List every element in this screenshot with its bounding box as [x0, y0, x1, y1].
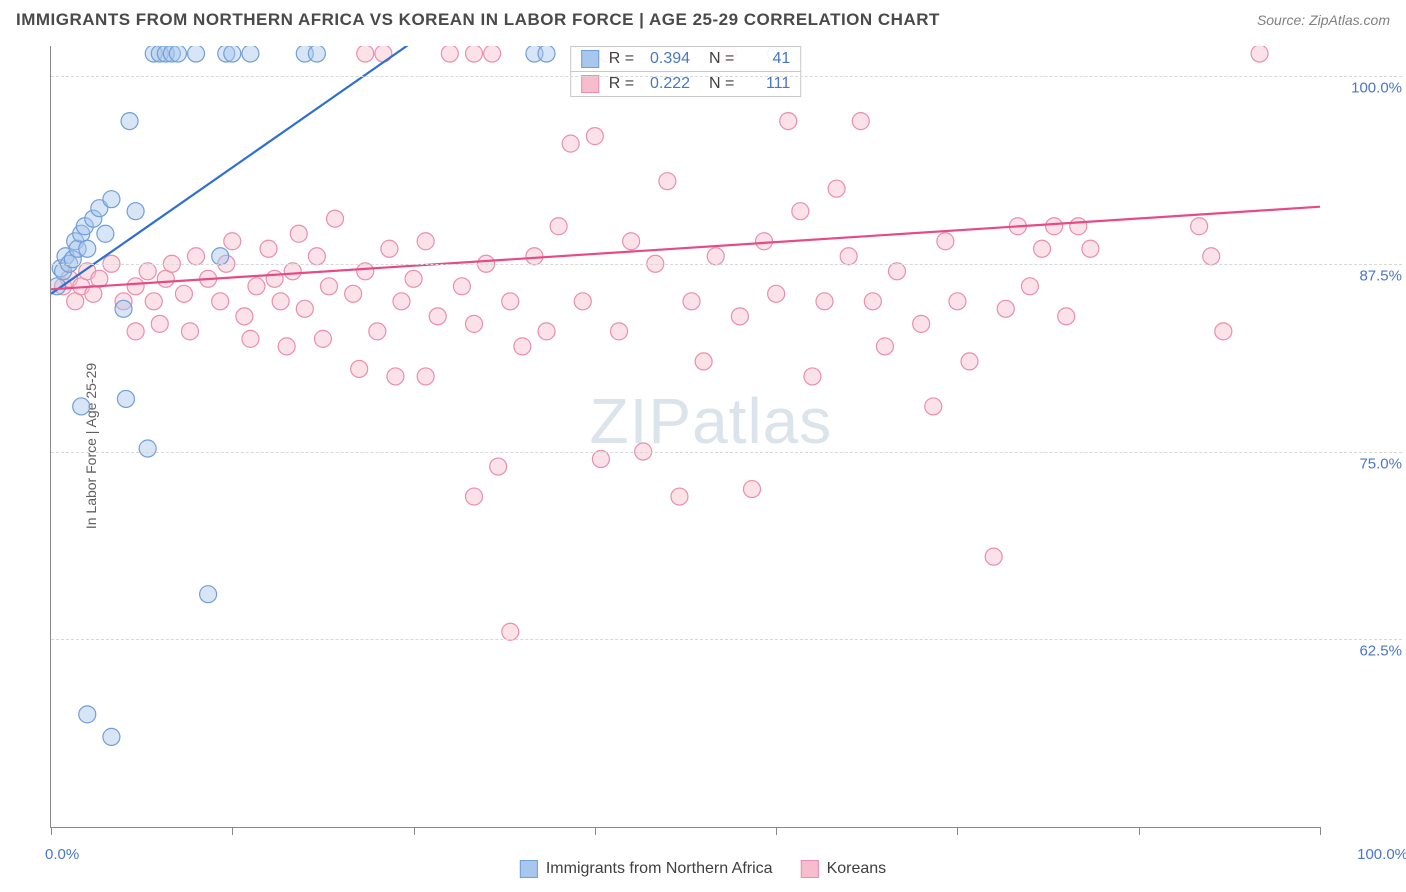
gridline-h	[51, 639, 1402, 640]
y-tick-label: 100.0%	[1326, 80, 1402, 97]
scatter-chart: ZIPatlas R = 0.394 N = 41 R = 0.222 N = …	[50, 46, 1320, 828]
x-tick	[1139, 827, 1140, 835]
source-attribution: Source: ZipAtlas.com	[1257, 12, 1390, 28]
legend-label-series1: Immigrants from Northern Africa	[546, 860, 773, 878]
legend-item-series2: Koreans	[801, 860, 887, 878]
x-tick	[414, 827, 415, 835]
swatch-series1	[581, 50, 599, 68]
x-tick	[776, 827, 777, 835]
y-tick-label: 62.5%	[1326, 643, 1402, 660]
y-tick-label: 87.5%	[1326, 267, 1402, 284]
plot-svg	[51, 46, 1320, 827]
stats-row-series1: R = 0.394 N = 41	[570, 46, 802, 72]
x-tick	[1320, 827, 1321, 835]
y-tick-label: 75.0%	[1326, 455, 1402, 472]
chart-header: IMMIGRANTS FROM NORTHERN AFRICA VS KOREA…	[0, 0, 1406, 44]
legend-swatch-series1	[520, 860, 538, 878]
stats-row-series2: R = 0.222 N = 111	[570, 71, 802, 97]
gridline-h	[51, 452, 1402, 453]
legend-label-series2: Koreans	[827, 860, 887, 878]
x-tick	[51, 827, 52, 835]
x-axis-max-label: 100.0%	[1357, 846, 1406, 863]
gridline-h	[51, 264, 1402, 265]
x-tick	[232, 827, 233, 835]
x-tick	[595, 827, 596, 835]
legend-swatch-series2	[801, 860, 819, 878]
gridline-h	[51, 76, 1402, 77]
x-axis-min-label: 0.0%	[45, 846, 79, 863]
watermark: ZIPatlas	[590, 384, 833, 458]
x-tick	[957, 827, 958, 835]
correlation-stats-box: R = 0.394 N = 41 R = 0.222 N = 111	[570, 46, 802, 96]
legend-item-series1: Immigrants from Northern Africa	[520, 860, 773, 878]
chart-title: IMMIGRANTS FROM NORTHERN AFRICA VS KOREA…	[16, 10, 940, 30]
swatch-series2	[581, 75, 599, 93]
bottom-legend: Immigrants from Northern Africa Koreans	[520, 860, 886, 878]
